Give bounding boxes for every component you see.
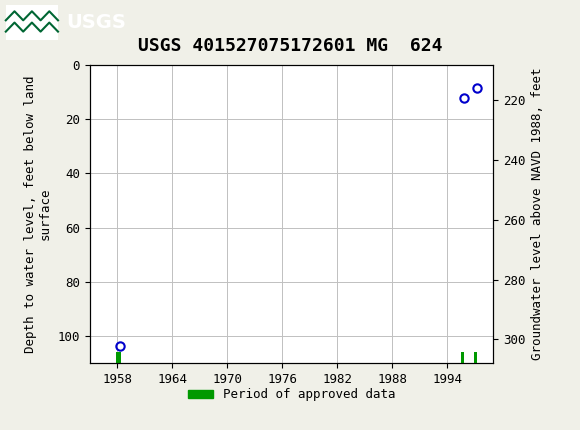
Y-axis label: Groundwater level above NAVD 1988, feet: Groundwater level above NAVD 1988, feet bbox=[531, 68, 544, 360]
Y-axis label: Depth to water level, feet below land
surface: Depth to water level, feet below land su… bbox=[24, 75, 52, 353]
Text: USGS 401527075172601 MG  624: USGS 401527075172601 MG 624 bbox=[138, 37, 442, 55]
Bar bbox=[461, 353, 464, 363]
FancyBboxPatch shape bbox=[6, 6, 58, 40]
Legend: Period of approved data: Period of approved data bbox=[183, 384, 400, 406]
Text: USGS: USGS bbox=[67, 13, 126, 32]
Bar bbox=[117, 353, 121, 363]
Bar bbox=[474, 353, 477, 363]
